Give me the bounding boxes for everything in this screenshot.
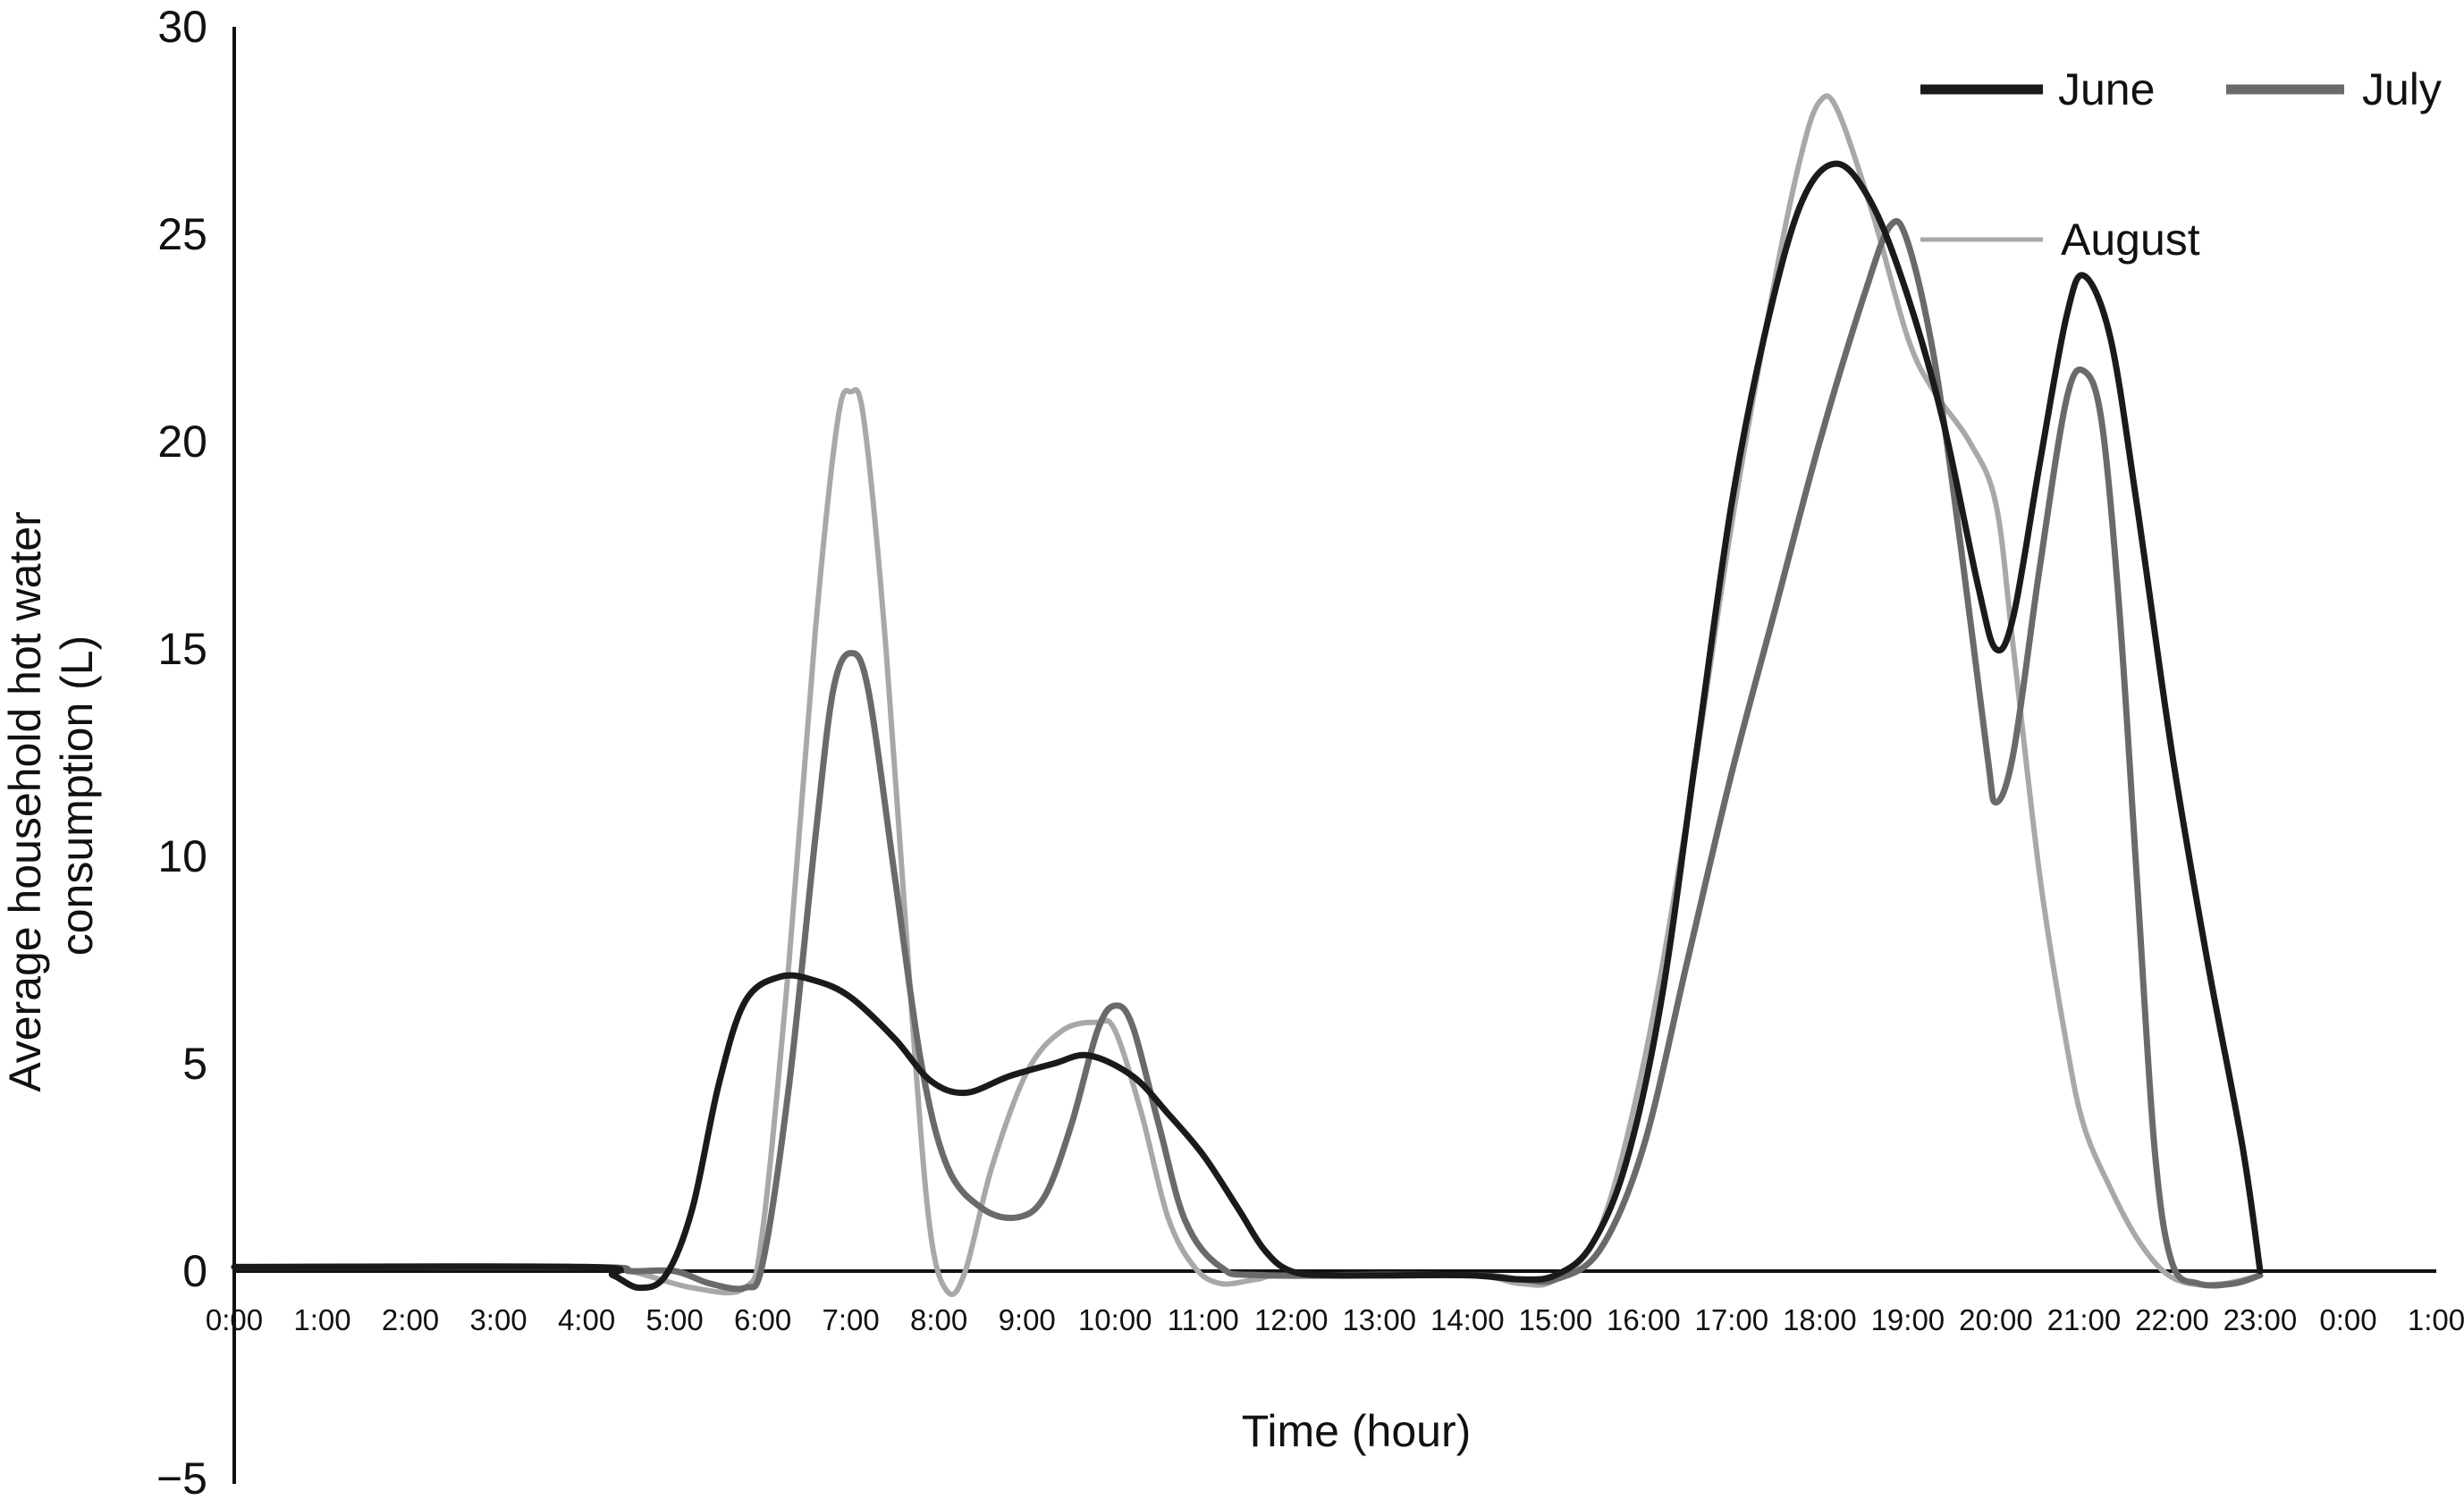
series-line-august: [232, 93, 2263, 1297]
x-tick-label: 21:00: [2047, 1303, 2122, 1336]
legend-item-july: July: [2226, 64, 2442, 114]
legend: June July August: [1920, 64, 2442, 265]
x-tick-label: 16:00: [1607, 1303, 1681, 1336]
legend-label-june: June: [2058, 64, 2155, 114]
x-tick-label: 14:00: [1430, 1303, 1505, 1336]
y-tick-label: 5: [182, 1039, 207, 1089]
y-tick-label: 15: [157, 624, 207, 674]
series-lines: [231, 93, 2264, 1297]
y-tick-label: −5: [156, 1453, 207, 1504]
x-tick-label: 5:00: [646, 1303, 703, 1336]
x-tick-label: 4:00: [558, 1303, 615, 1336]
x-tick-label: 19:00: [1871, 1303, 1945, 1336]
x-tick-label: 15:00: [1519, 1303, 1593, 1336]
axes: 30 25 20 15 10 5 0 −5 0:00 1:00 2:00 3:00 4:00 5:00 6…: [156, 2, 2464, 1504]
y-tick-label: 25: [157, 209, 207, 259]
x-tick-label: 17:00: [1695, 1303, 1769, 1336]
y-axis-title: Average household hot water consumption …: [0, 499, 102, 1091]
x-tick-label: 1:00: [2408, 1303, 2464, 1336]
series-line-july: [231, 218, 2264, 1293]
x-tick-label: 11:00: [1168, 1303, 1239, 1336]
y-axis-title-line-2: consumption (L): [52, 636, 102, 956]
y-tick-label: 20: [157, 417, 207, 467]
x-tick-label: 18:00: [1783, 1303, 1857, 1336]
series-line-june: [231, 160, 2264, 1292]
y-tick-label: 0: [182, 1246, 207, 1296]
x-tick-label: 0:00: [2319, 1303, 2376, 1336]
x-tick-labels: 0:00 1:00 2:00 3:00 4:00 5:00 6:00 7:00 8:00 9:00…: [206, 1303, 2464, 1336]
x-tick-label: 12:00: [1254, 1303, 1329, 1336]
y-tick-labels: 30 25 20 15 10 5 0 −5: [156, 2, 207, 1504]
x-tick-label: 22:00: [2135, 1303, 2209, 1336]
x-tick-label: 9:00: [999, 1303, 1056, 1336]
x-axis-title: Time (hour): [1242, 1406, 1472, 1456]
x-tick-label: 13:00: [1342, 1303, 1416, 1336]
legend-label-august: August: [2061, 215, 2200, 265]
legend-item-august: August: [1920, 215, 2200, 265]
x-tick-label: 23:00: [2224, 1303, 2298, 1336]
x-tick-label: 20:00: [1959, 1303, 2033, 1336]
x-tick-label: 3:00: [469, 1303, 527, 1336]
x-tick-label: 2:00: [382, 1303, 439, 1336]
x-tick-label: 7:00: [823, 1303, 880, 1336]
y-axis-title-line-1: Average household hot water: [0, 511, 50, 1092]
x-tick-label: 0:00: [206, 1303, 263, 1336]
legend-item-june: June: [1920, 64, 2155, 114]
x-tick-label: 10:00: [1078, 1303, 1152, 1336]
y-tick-label: 10: [157, 831, 207, 881]
x-tick-label: 6:00: [734, 1303, 791, 1336]
legend-label-july: July: [2362, 64, 2442, 114]
x-tick-label: 1:00: [293, 1303, 350, 1336]
x-tick-label: 8:00: [910, 1303, 967, 1336]
y-tick-label: 30: [157, 2, 207, 52]
